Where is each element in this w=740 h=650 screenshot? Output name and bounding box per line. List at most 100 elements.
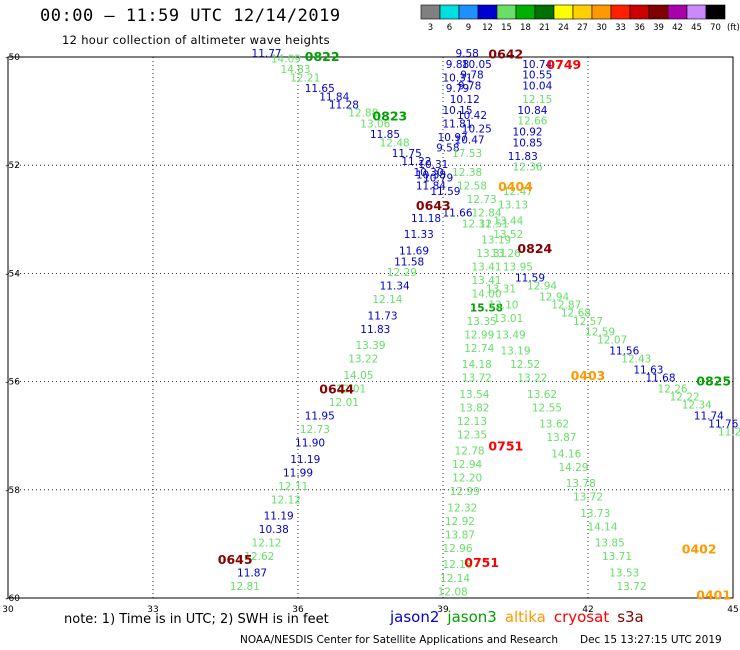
- swh-value: 13.41: [471, 262, 501, 274]
- legend-label: 27: [577, 23, 588, 33]
- swh-value: 12.12: [252, 538, 282, 550]
- swh-value: 11.74: [694, 410, 724, 422]
- legend-swatch: [667, 4, 688, 20]
- swh-value: 10.05: [462, 59, 492, 71]
- swh-value: 12.74: [464, 343, 494, 355]
- legend-swatch: [705, 4, 726, 20]
- lat-tick-label: -60: [5, 594, 20, 604]
- legend-label: 36: [634, 23, 645, 33]
- swh-value: 12.51: [479, 218, 509, 230]
- swh-value: 12.88: [348, 108, 378, 120]
- footer-timestamp: Dec 15 13:27:15 UTC 2019: [580, 634, 722, 646]
- track-se_diag: 13.2613.9511.5912.9412.9412.8712.6812.57…: [491, 248, 740, 439]
- swh-value: 12.81: [230, 581, 260, 593]
- swh-value: 11.68: [645, 373, 675, 385]
- swh-value: 12.22: [670, 392, 700, 404]
- satellite-altika: altika: [504, 608, 546, 626]
- footer-credit: NOAA/NESDIS Center for Satellite Applica…: [240, 634, 558, 646]
- swh-value: 12.55: [532, 402, 562, 414]
- legend-label: 12: [482, 23, 493, 33]
- swh-value: 9.58: [455, 48, 478, 60]
- swh-value: 11.75: [392, 148, 422, 160]
- legend-label: 21: [539, 23, 550, 33]
- swh-value: 12.73: [300, 424, 330, 436]
- swh-value: 12.57: [573, 316, 603, 328]
- page-subtitle: 12 hour collection of altimeter wave hei…: [62, 33, 330, 47]
- legend-swatch: [648, 4, 669, 20]
- swh-value: 12.78: [455, 446, 485, 458]
- swh-value: 13.13: [498, 199, 528, 211]
- swh-value: 11.66: [442, 208, 472, 220]
- swh-value: 13.35: [467, 316, 497, 328]
- swh-value: 10.97: [438, 132, 468, 144]
- lat-tick-label: -50: [5, 53, 20, 63]
- swh-value: 12.14: [440, 573, 470, 585]
- swh-value: 10.12: [450, 94, 480, 106]
- swh-value: 12.12: [271, 494, 301, 506]
- swh-value: 12.34: [682, 400, 712, 412]
- swh-value: 11.56: [609, 346, 639, 358]
- satellite-s3a: s3a: [617, 608, 644, 626]
- swh-value: 13.26: [491, 248, 521, 260]
- swh-value: 11.19: [290, 454, 320, 466]
- legend-label: 18: [520, 23, 531, 33]
- footer-note: note: 1) Time is in UTC; 2) SWH is in fe…: [64, 612, 329, 627]
- legend-label: 33: [615, 23, 626, 33]
- pass-time-label: 0403: [571, 368, 606, 383]
- swh-value: 13.62: [527, 389, 557, 401]
- swh-value: 11.69: [399, 245, 429, 257]
- swh-value: 12.01: [329, 397, 359, 409]
- pass-time-label: 0401: [696, 587, 731, 602]
- swh-value: 12.11: [278, 481, 308, 493]
- swh-value: 13.54: [459, 389, 489, 401]
- swh-value: 13.72: [462, 373, 492, 385]
- swh-value: 13.41: [471, 275, 501, 287]
- legend-label: 15: [501, 23, 512, 33]
- lon-tick-label: 36: [292, 605, 304, 615]
- satellite-jason2: jason2: [390, 608, 440, 626]
- swh-value: 12.36: [513, 162, 543, 174]
- legend-swatch: [629, 4, 650, 20]
- legend-swatch: [610, 4, 631, 20]
- lat-tick-label: -58: [5, 486, 20, 496]
- pass-time-label: 0404: [498, 179, 533, 194]
- time-labels: 0822 0823 0642 0749 0404 0643 0824 0644 0403 0825…: [218, 46, 731, 602]
- legend-label: 3: [428, 23, 433, 33]
- legend-swatch: [496, 4, 517, 20]
- swh-value: 12.48: [380, 137, 410, 149]
- swh-value: 12.20: [452, 473, 482, 485]
- legend-label: 39: [653, 23, 664, 33]
- swh-value: 11.77: [252, 48, 282, 60]
- swh-value: 13.31: [476, 248, 506, 260]
- map-border: [7, 56, 734, 599]
- swh-value: 11.84: [319, 91, 349, 103]
- swh-value: 12.62: [244, 551, 274, 563]
- swh-value: 13.44: [493, 216, 523, 228]
- legend-swatch: [458, 4, 479, 20]
- legend-swatch: [515, 4, 536, 20]
- swh-value: 12.87: [551, 300, 581, 312]
- swh-value: 12.31: [462, 218, 492, 230]
- pass-time-label: 0822: [305, 49, 340, 64]
- swh-value: 13.87: [546, 432, 576, 444]
- swh-value: 14.18: [462, 359, 492, 371]
- swh-value: 9.79: [446, 83, 469, 95]
- swh-value: 10.31: [442, 72, 472, 84]
- swh-value: 12.47: [503, 186, 533, 198]
- track-n_center: 9.589.8810.0510.319.789.799.7810.1210.15…: [413, 48, 491, 184]
- swh-value: 10.38: [259, 524, 289, 536]
- swh-value: 13.19: [500, 346, 530, 358]
- swh-value: 10.74: [522, 59, 552, 71]
- swh-value: 12.92: [445, 516, 475, 528]
- swh-value: 12.66: [517, 116, 547, 128]
- swh-value: 11.83: [508, 151, 538, 163]
- swh-value: 13.52: [493, 229, 523, 241]
- swh-value: 12.99: [450, 486, 480, 498]
- legend-swatch: [553, 4, 574, 20]
- swh-value: 12.94: [539, 291, 569, 303]
- swh-value: 11.18: [411, 213, 441, 225]
- swh-value: 12.99: [464, 329, 494, 341]
- swh-value: 10.55: [522, 70, 552, 82]
- swh-value: 12.73: [467, 194, 497, 206]
- swh-value: 12.52: [510, 359, 540, 371]
